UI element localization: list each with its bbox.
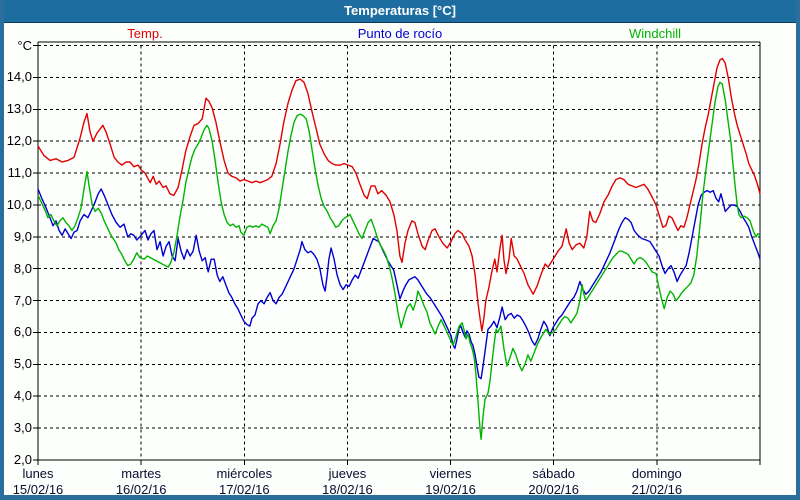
- day-date-label: 18/02/16: [322, 482, 373, 497]
- y-axis-tick-label: 6,0: [13, 324, 32, 340]
- day-date-label: 21/02/16: [631, 482, 683, 497]
- y-axis-tick-label: 2,0: [13, 452, 32, 467]
- series-punto-de-roc-o: [37, 188, 761, 380]
- y-axis-tick-label: 14,0: [6, 69, 32, 85]
- series-temp: [37, 57, 761, 332]
- y-axis-tick-label: 10,0: [6, 196, 32, 212]
- series-windchill: [37, 81, 761, 440]
- day-name-label: lunes: [22, 466, 54, 481]
- y-axis-tick-label: 12,0: [6, 133, 32, 149]
- day-date-label: 17/02/16: [218, 482, 270, 497]
- y-axis-tick-label: 3,0: [13, 420, 32, 436]
- title-bar: Temperaturas [°C]: [4, 0, 796, 23]
- day-date-label: 20/02/16: [528, 482, 579, 497]
- y-axis-tick-label: 13,0: [6, 101, 32, 117]
- y-axis-tick-label: 9,0: [13, 228, 32, 244]
- day-name-label: martes: [121, 466, 161, 481]
- legend-item-2: Windchill: [628, 26, 682, 41]
- day-name-label: miércoles: [216, 466, 273, 481]
- y-axis-tick-label: 11,0: [7, 165, 32, 181]
- legend-item-1: Punto de rocío: [357, 26, 443, 41]
- window-title: Temperaturas [°C]: [344, 3, 456, 18]
- y-axis-tick-label: 5,0: [13, 356, 32, 372]
- day-name-label: domingo: [631, 466, 682, 481]
- day-date-label: 19/02/16: [425, 482, 476, 497]
- day-name-label: sábado: [532, 466, 576, 481]
- day-date-label: 16/02/16: [115, 482, 167, 497]
- y-axis-tick-label: 7,0: [13, 292, 32, 308]
- y-axis-tick-label: 4,0: [13, 388, 32, 404]
- y-axis-tick-label: 8,0: [13, 260, 32, 276]
- legend: Temp. Punto de rocío Windchill: [4, 23, 796, 43]
- day-name-label: viernes: [429, 466, 472, 481]
- y-axis-unit-label: °C: [17, 37, 32, 53]
- day-date-label: 15/02/16: [12, 482, 64, 497]
- legend-item-0: Temp.: [127, 26, 163, 41]
- day-name-label: jueves: [328, 466, 367, 481]
